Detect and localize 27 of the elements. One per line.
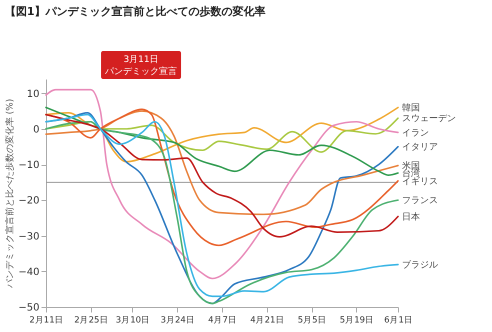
x-tick-label: 3月10日 (116, 316, 150, 326)
y-tick-label: 10 (26, 88, 40, 100)
chart-title: 【図1】パンデミック宣言前と比べての歩数の変化率 (4, 5, 266, 18)
series-label: 日本 (402, 212, 420, 223)
y-tick-label: −50 (18, 302, 40, 314)
x-tick-label: 2月11日 (29, 316, 64, 326)
x-tick-label: 4月7日 (208, 316, 237, 326)
y-tick-label: −40 (18, 266, 40, 278)
text: 3月11日 (123, 55, 159, 65)
y-tick-label: −10 (18, 160, 40, 171)
y-axis-title: パンデミック宣言前と比べた歩数の変化率 (%) (4, 98, 16, 290)
y-tick-label: −30 (18, 231, 40, 242)
text: パンデミック宣言 (104, 66, 178, 77)
y-tick-label: −20 (18, 196, 40, 207)
series-label: ブラジル (402, 260, 438, 271)
x-tick-label: 6月1日 (384, 316, 413, 326)
series-label: イラン (402, 128, 429, 138)
series-label: イタリア (402, 142, 438, 153)
x-tick-label: 3月24日 (160, 316, 195, 326)
x-tick-label: 2月25日 (74, 316, 108, 326)
x-tick-label: 4月21日 (250, 316, 284, 326)
series-label: フランス (402, 196, 438, 206)
series-label: スウェーデン (402, 114, 456, 124)
x-tick-label: 5月19日 (340, 316, 374, 326)
series-label: 韓国 (402, 102, 420, 114)
y-tick-label: 0 (33, 124, 40, 136)
x-tick-label: 5月5日 (298, 316, 327, 326)
